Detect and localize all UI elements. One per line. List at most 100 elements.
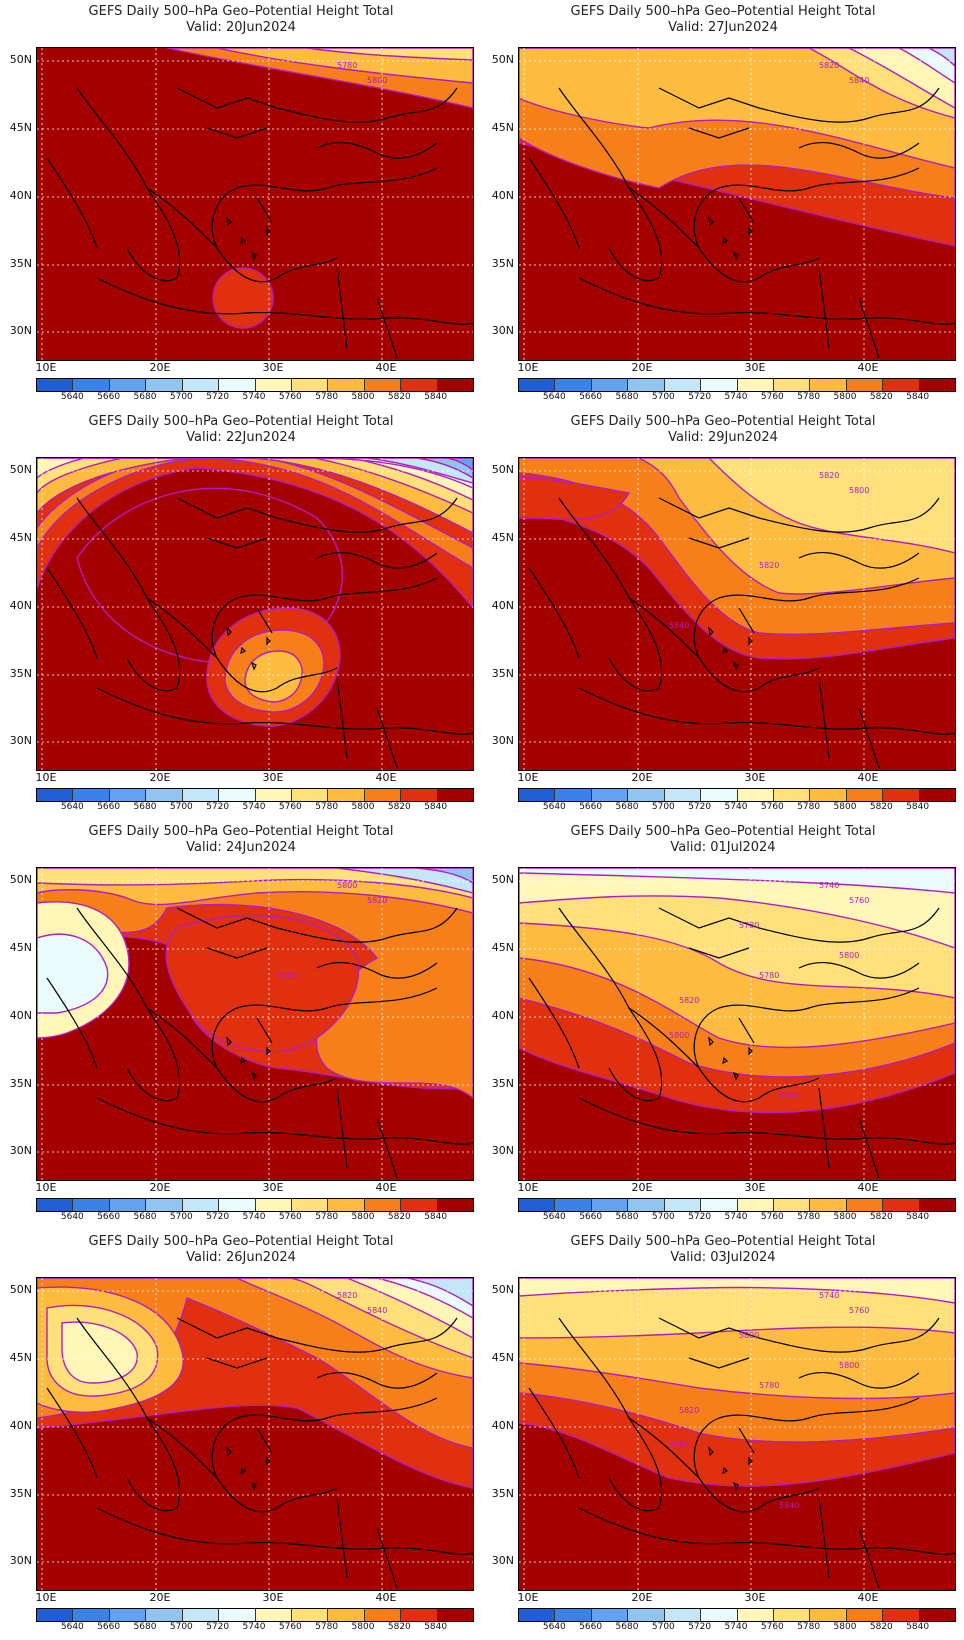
longitude-label: 10E — [517, 1181, 539, 1194]
colorbar-swatch — [773, 1609, 811, 1621]
colorbar-label: 5820 — [387, 802, 411, 812]
colorbar-swatch — [664, 1609, 702, 1621]
colorbar-label: 5800 — [833, 802, 857, 812]
colorbar-swatch — [291, 789, 329, 801]
height-band — [212, 267, 274, 329]
panel-valid-date: Valid: 29Jun2024 — [668, 430, 778, 445]
coastline — [276, 87, 458, 123]
coastline — [708, 216, 753, 261]
coastline — [708, 626, 753, 671]
map-area: 5800 5820 5840 — [36, 867, 474, 1181]
colorbar-swatch — [73, 379, 110, 391]
colorbar-label: 5700 — [651, 1212, 675, 1222]
colorbar-swatch — [701, 1609, 738, 1621]
coastline — [76, 1317, 181, 1512]
contour-label: 5800 — [337, 881, 357, 890]
latitude-label: 40N — [491, 1419, 514, 1432]
contour-label: 5780 — [759, 1381, 779, 1390]
height-band — [519, 477, 631, 520]
coastline — [226, 1036, 271, 1081]
colorbar-swatch — [146, 379, 183, 391]
map-panel: GEFS Daily 500–hPa Geo–Potential Height … — [482, 410, 964, 820]
latitude-label: 45N — [491, 1351, 514, 1364]
colorbar-swatch — [291, 1609, 329, 1621]
coastline — [758, 87, 940, 123]
coastline — [176, 87, 278, 139]
colorbar-swatch — [591, 379, 629, 391]
panel-title: GEFS Daily 500–hPa Geo–Potential Height … — [88, 1234, 394, 1249]
colorbar-label: 5680 — [133, 392, 157, 402]
colorbar-swatch — [109, 1609, 147, 1621]
colorbar-label: 5820 — [869, 392, 893, 402]
colorbar-label: 5720 — [688, 1212, 712, 1222]
colorbar-label: 5740 — [724, 392, 748, 402]
colorbar-swatch — [146, 789, 183, 801]
colorbar — [36, 788, 474, 802]
colorbar-label: 5760 — [760, 392, 784, 402]
coastline — [693, 577, 920, 659]
longitude-label: 30E — [744, 771, 766, 784]
colorbar-swatch — [737, 1609, 774, 1621]
panel-valid-date: Valid: 27Jun2024 — [668, 20, 778, 35]
contour-label: 5820 — [759, 561, 779, 570]
contour-label: 5800 — [849, 486, 869, 495]
colorbar-label: 5800 — [351, 1622, 375, 1632]
colorbar-swatch — [37, 789, 74, 801]
colorbar-swatch — [37, 1609, 74, 1621]
coastline — [558, 1317, 663, 1512]
coastline — [46, 1387, 98, 1479]
colorbar-swatch — [919, 379, 956, 391]
colorbar-label: 5740 — [242, 392, 266, 402]
latitude-label: 30N — [491, 324, 514, 337]
colorbar-swatch — [73, 1199, 110, 1211]
geopotential-field: 5740 5760 5780 5780 5800 5800 5820 5840 — [519, 1278, 955, 1590]
coastline — [693, 167, 920, 249]
coastline — [211, 987, 438, 1069]
map-panel: GEFS Daily 500–hPa Geo–Potential Height … — [0, 0, 482, 410]
coastline — [211, 1397, 438, 1479]
latitude-label: 35N — [491, 1487, 514, 1500]
coastline — [528, 157, 580, 249]
colorbar-swatch — [846, 1199, 884, 1211]
colorbar-swatch — [591, 789, 629, 801]
colorbar-label: 5780 — [315, 802, 339, 812]
colorbar-swatch — [364, 379, 402, 391]
panel-title: GEFS Daily 500–hPa Geo–Potential Height … — [88, 824, 394, 839]
latitude-label: 50N — [9, 53, 32, 66]
contour-label: 5840 — [779, 1501, 799, 1510]
colorbar-label: 5700 — [651, 802, 675, 812]
longitude-label: 10E — [35, 1591, 57, 1604]
colorbar-swatch — [328, 1199, 365, 1211]
colorbar-swatch — [701, 789, 738, 801]
colorbar-label: 5660 — [579, 392, 603, 402]
colorbar-label: 5840 — [424, 392, 448, 402]
colorbar-label: 5660 — [97, 1622, 121, 1632]
colorbar-label: 5660 — [579, 1212, 603, 1222]
latitude-label: 30N — [491, 1554, 514, 1567]
coastline — [798, 962, 920, 979]
colorbar-label: 5840 — [906, 392, 930, 402]
height-band — [898, 48, 955, 84]
colorbar-swatch — [109, 1199, 147, 1211]
longitude-label: 20E — [149, 361, 171, 374]
coastline — [76, 87, 181, 282]
colorbar — [518, 1198, 956, 1212]
contour-label: 5840 — [277, 971, 297, 980]
height-band — [37, 48, 473, 360]
colorbar-swatch — [810, 1199, 847, 1211]
height-band — [336, 868, 473, 894]
longitude-label: 40E — [857, 361, 879, 374]
coastline — [628, 597, 820, 693]
map-area: 5820 5800 5820 5840 — [518, 457, 956, 771]
colorbar-swatch — [519, 1609, 556, 1621]
colorbar-swatch — [555, 379, 592, 391]
colorbar-swatch — [255, 379, 292, 391]
contour-label: 5740 — [819, 1291, 839, 1300]
panel-title: GEFS Daily 500–hPa Geo–Potential Height … — [88, 414, 394, 429]
colorbar-swatch — [664, 379, 702, 391]
map-area: 5820 5840 — [36, 1277, 474, 1591]
colorbar-swatch — [219, 379, 256, 391]
coastline — [146, 1007, 338, 1103]
coastline — [693, 1397, 920, 1479]
colorbar-swatch — [628, 1609, 665, 1621]
